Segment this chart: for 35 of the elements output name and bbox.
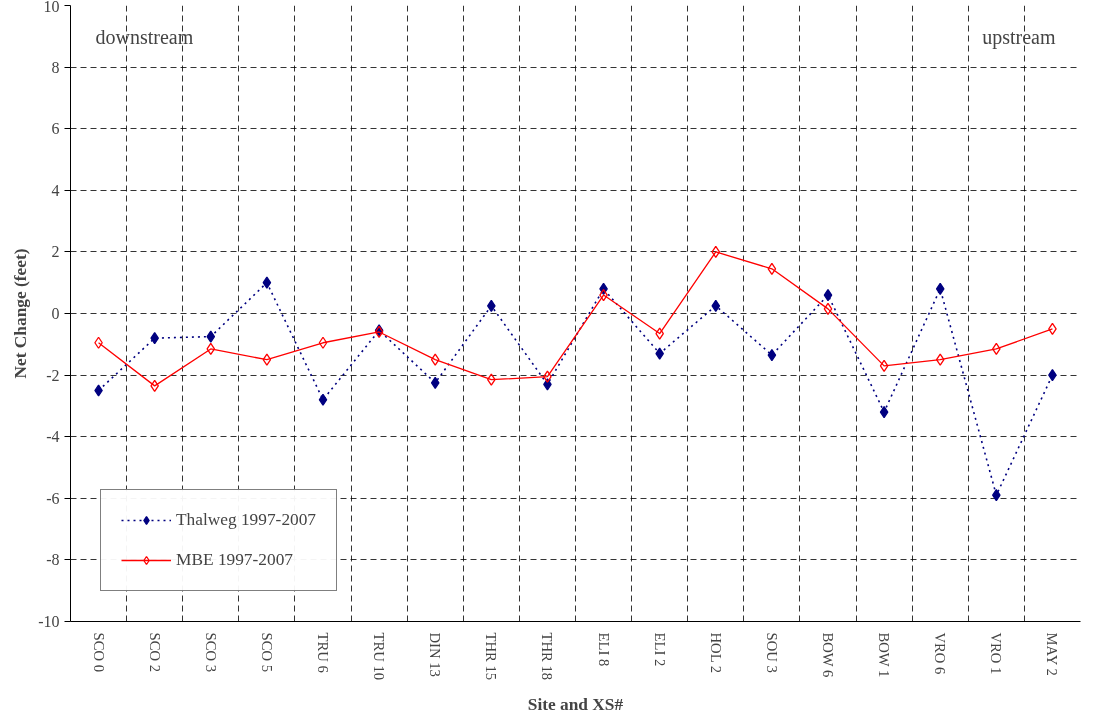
y-tick-label: 0 [51,305,60,322]
x-tick-label: ELI 8 [595,632,612,667]
x-tick-label: VRO 6 [932,632,949,675]
y-tick-label: 2 [51,243,60,261]
x-tick-label: DIN 13 [427,632,444,677]
y-tick-label: -8 [46,551,60,569]
y-tick-label: -2 [46,366,60,384]
x-tick-label: SCO 3 [202,632,219,673]
x-tick-label: SCO 5 [258,632,275,673]
x-tick-label: SCO 0 [90,632,107,673]
y-tick-label: -10 [38,613,60,630]
y-axis-title: Net Change (feet) [11,248,31,379]
x-tick-label: TRU 10 [371,632,388,681]
y-tick-label: 4 [51,181,60,199]
y-tick-label: -4 [46,428,60,446]
x-tick-label: MAY 2 [1044,632,1061,676]
x-tick-label: THR 18 [539,632,556,681]
y-tick-label: 10 [43,0,60,15]
legend-label: MBE 1997-2007 [176,550,293,570]
x-tick-label: TRU 6 [315,632,331,673]
y-tick-label: 6 [51,120,60,138]
x-tick-label: SCO 2 [146,632,163,673]
y-tick-label: 8 [51,58,60,76]
x-tick-label: THR 15 [483,632,500,681]
x-tick-label: SOU 3 [763,632,780,673]
legend-label: Thalweg 1997-2007 [176,510,317,530]
x-tick-label: HOL 2 [707,632,724,674]
annotation: downstream [95,25,194,48]
y-tick-label: -6 [46,489,60,507]
x-tick-label: ELI 2 [651,632,668,667]
x-tick-label: VRO 1 [988,632,1005,675]
annotation: upstream [982,25,1056,49]
x-tick-label: BOW 6 [820,632,836,678]
x-axis-title: Site and XS# [527,695,624,715]
x-tick-label: BOW 1 [876,632,893,678]
